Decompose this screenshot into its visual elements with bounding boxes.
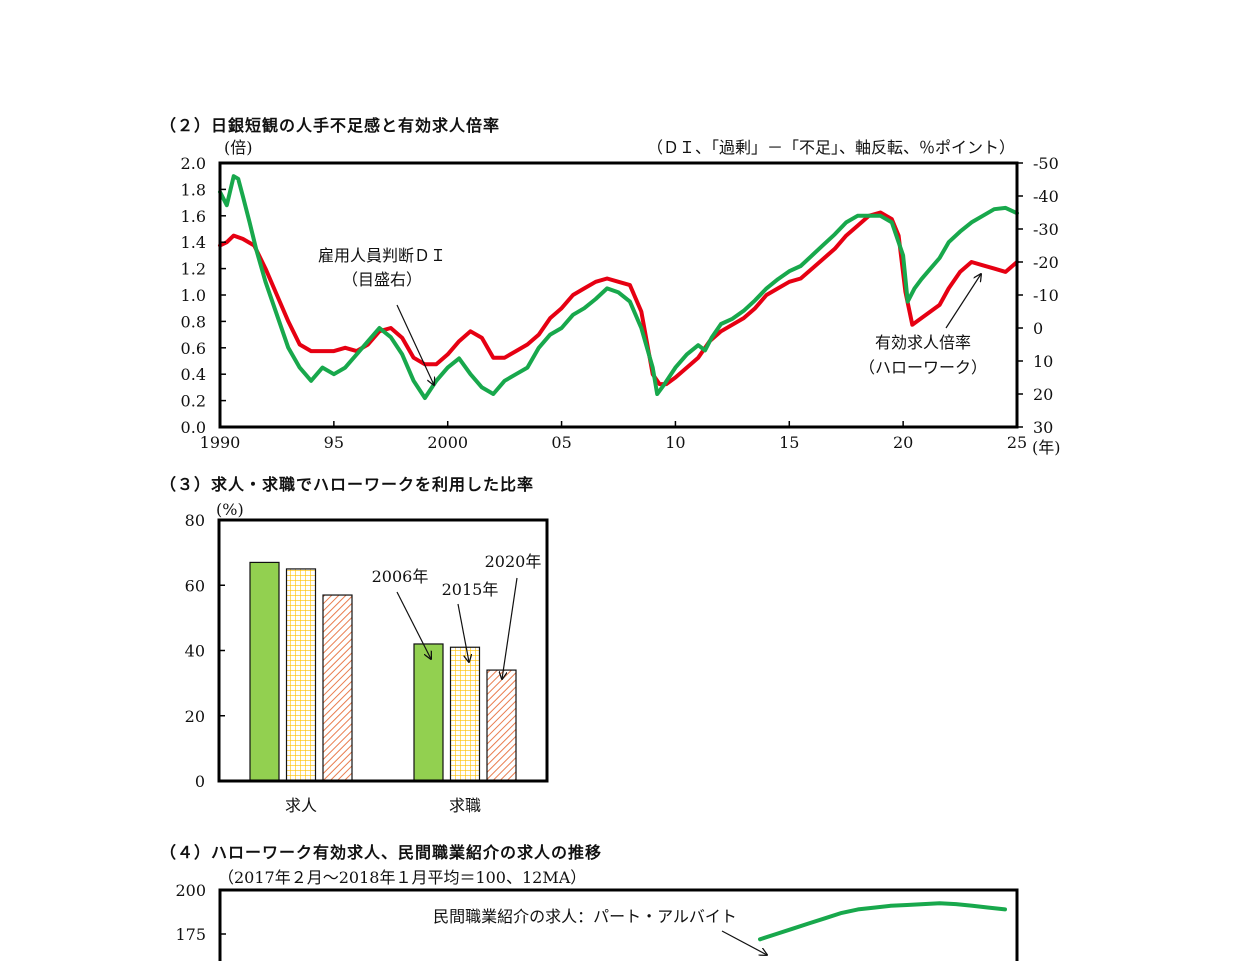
chart2-y-left-tick-label: 1.4	[181, 233, 206, 252]
chart2-y-left-tick-label: 0.8	[181, 312, 206, 331]
chart3-label-2020: 2020年	[485, 552, 542, 571]
chart2-y-left-tick-label: 0.0	[181, 418, 206, 437]
chart2-x-tick-label: 20	[893, 433, 913, 452]
chart2-x-tick-label: 1990	[200, 433, 241, 452]
chart3-bar	[413, 643, 444, 782]
chart4-y-tick-label: 200	[175, 881, 206, 900]
chart2-y-right-tick-label: 0	[1033, 319, 1043, 338]
chart3-y-tick-label: 0	[195, 772, 205, 791]
chart2-y-left-tick-label: 2.0	[181, 154, 206, 173]
chart2-line-ratio	[218, 174, 1019, 400]
chart2-x-tick-label: 2000	[427, 433, 468, 452]
chart3-bar	[449, 646, 481, 782]
chart2-svg: 1990 95 2000 05 10 15 20 25 2.0 1.8 1.6 1.4 1.2 1.0 0.…	[181, 138, 1061, 457]
chart2-x-tick-label: 25	[1007, 433, 1027, 452]
chart2-right-unit: （ＤＩ、「過剰」－「不足」、軸反転、％ポイント）	[647, 138, 1015, 157]
chart2-y-left-tick-label: 0.6	[181, 339, 206, 358]
chart4-annot-part: 民間職業紹介の求人：パート・アルバイト	[433, 907, 737, 926]
chart4-svg: 200 175 （2017年２月～2018年１月平均＝100、12MA） 民間職業…	[175, 868, 1019, 961]
chart2-y-right-tick-label: -50	[1033, 154, 1059, 173]
chart3-arrow-2015	[457, 603, 469, 662]
chart2-y-left-tick-label: 0.4	[181, 365, 206, 384]
chart2-x-tick-label: 05	[551, 433, 571, 452]
chart2-y-right-tick-label: -40	[1033, 187, 1059, 206]
chart3-bar	[285, 568, 317, 782]
chart2-y-right-tick-label: 10	[1033, 352, 1053, 371]
chart2-annot-ratio-2: （ハローワーク）	[859, 358, 987, 377]
chart2-annot-ratio-arrow	[945, 274, 981, 329]
chart2-title: （２）日銀短観の人手不足感と有効求人倍率	[160, 116, 501, 135]
chart3-label-2006: 2006年	[372, 567, 429, 586]
chart2-plot-frame	[218, 161, 1019, 429]
chart2-y-left-tick-label: 1.6	[181, 207, 206, 226]
chart4-line-part	[758, 901, 1007, 942]
chart2-x-tick-label: 10	[665, 433, 685, 452]
chart3-unit: (%)	[216, 500, 244, 519]
chart4-subtitle: （2017年２月～2018年１月平均＝100、12MA）	[218, 868, 586, 887]
chart2-y-right-tick-label: -20	[1033, 253, 1059, 272]
chart3-bar	[249, 561, 280, 782]
chart3-bar	[486, 669, 517, 782]
chart3-y-tick-label: 20	[185, 707, 205, 726]
chart2-y-left-tick-label: 0.2	[181, 392, 206, 411]
chart2-y-left-tick-label: 1.8	[181, 180, 206, 199]
chart3-title: （３）求人・求職でハローワークを利用した比率	[160, 475, 535, 494]
chart4-title: （４）ハローワーク有効求人、民間職業紹介の求人の推移	[160, 843, 603, 862]
chart2-x-unit: (年)	[1032, 438, 1061, 457]
chart4-annot-arrow	[721, 930, 767, 955]
chart2-x-tick-label: 15	[779, 433, 799, 452]
chart2-annot-di-2: （目盛右）	[342, 270, 422, 289]
chart3-bar	[322, 594, 353, 782]
chart3-category-label: 求人	[285, 796, 317, 815]
chart2-left-unit: (倍)	[224, 138, 253, 157]
chart3-y-tick-label: 60	[185, 576, 205, 595]
chart4-y-tick-label: 175	[175, 925, 206, 944]
chart2-y-right-tick-label: 30	[1033, 418, 1053, 437]
chart3-y-tick-label: 80	[185, 511, 205, 530]
chart3-category-label: 求職	[449, 796, 481, 815]
chart4-plot-frame	[218, 888, 1019, 961]
chart3-arrow-2006	[396, 591, 431, 659]
chart2-annot-di-1: 雇用人員判断ＤＩ	[318, 246, 446, 265]
chart3-y-tick-label: 40	[185, 642, 205, 661]
chart2-annot-ratio-1: 有効求人倍率	[875, 333, 971, 352]
chart3-arrow-2020	[502, 577, 518, 679]
chart2-x-tick-label: 95	[324, 433, 344, 452]
chart2-y-right-tick-label: -10	[1033, 286, 1059, 305]
chart3-svg: 80 60 40 20 0 求人 求職 (%) 2006年 2015年 2020年	[185, 500, 549, 815]
chart2-y-left-tick-label: 1.0	[181, 286, 206, 305]
chart2-y-left-tick-label: 1.2	[181, 260, 206, 279]
chart3-label-2015: 2015年	[442, 580, 499, 599]
chart2-y-right-tick-label: 20	[1033, 385, 1053, 404]
chart2-y-right-tick-label: -30	[1033, 220, 1059, 239]
chart2-annot-di-arrow	[396, 304, 434, 385]
